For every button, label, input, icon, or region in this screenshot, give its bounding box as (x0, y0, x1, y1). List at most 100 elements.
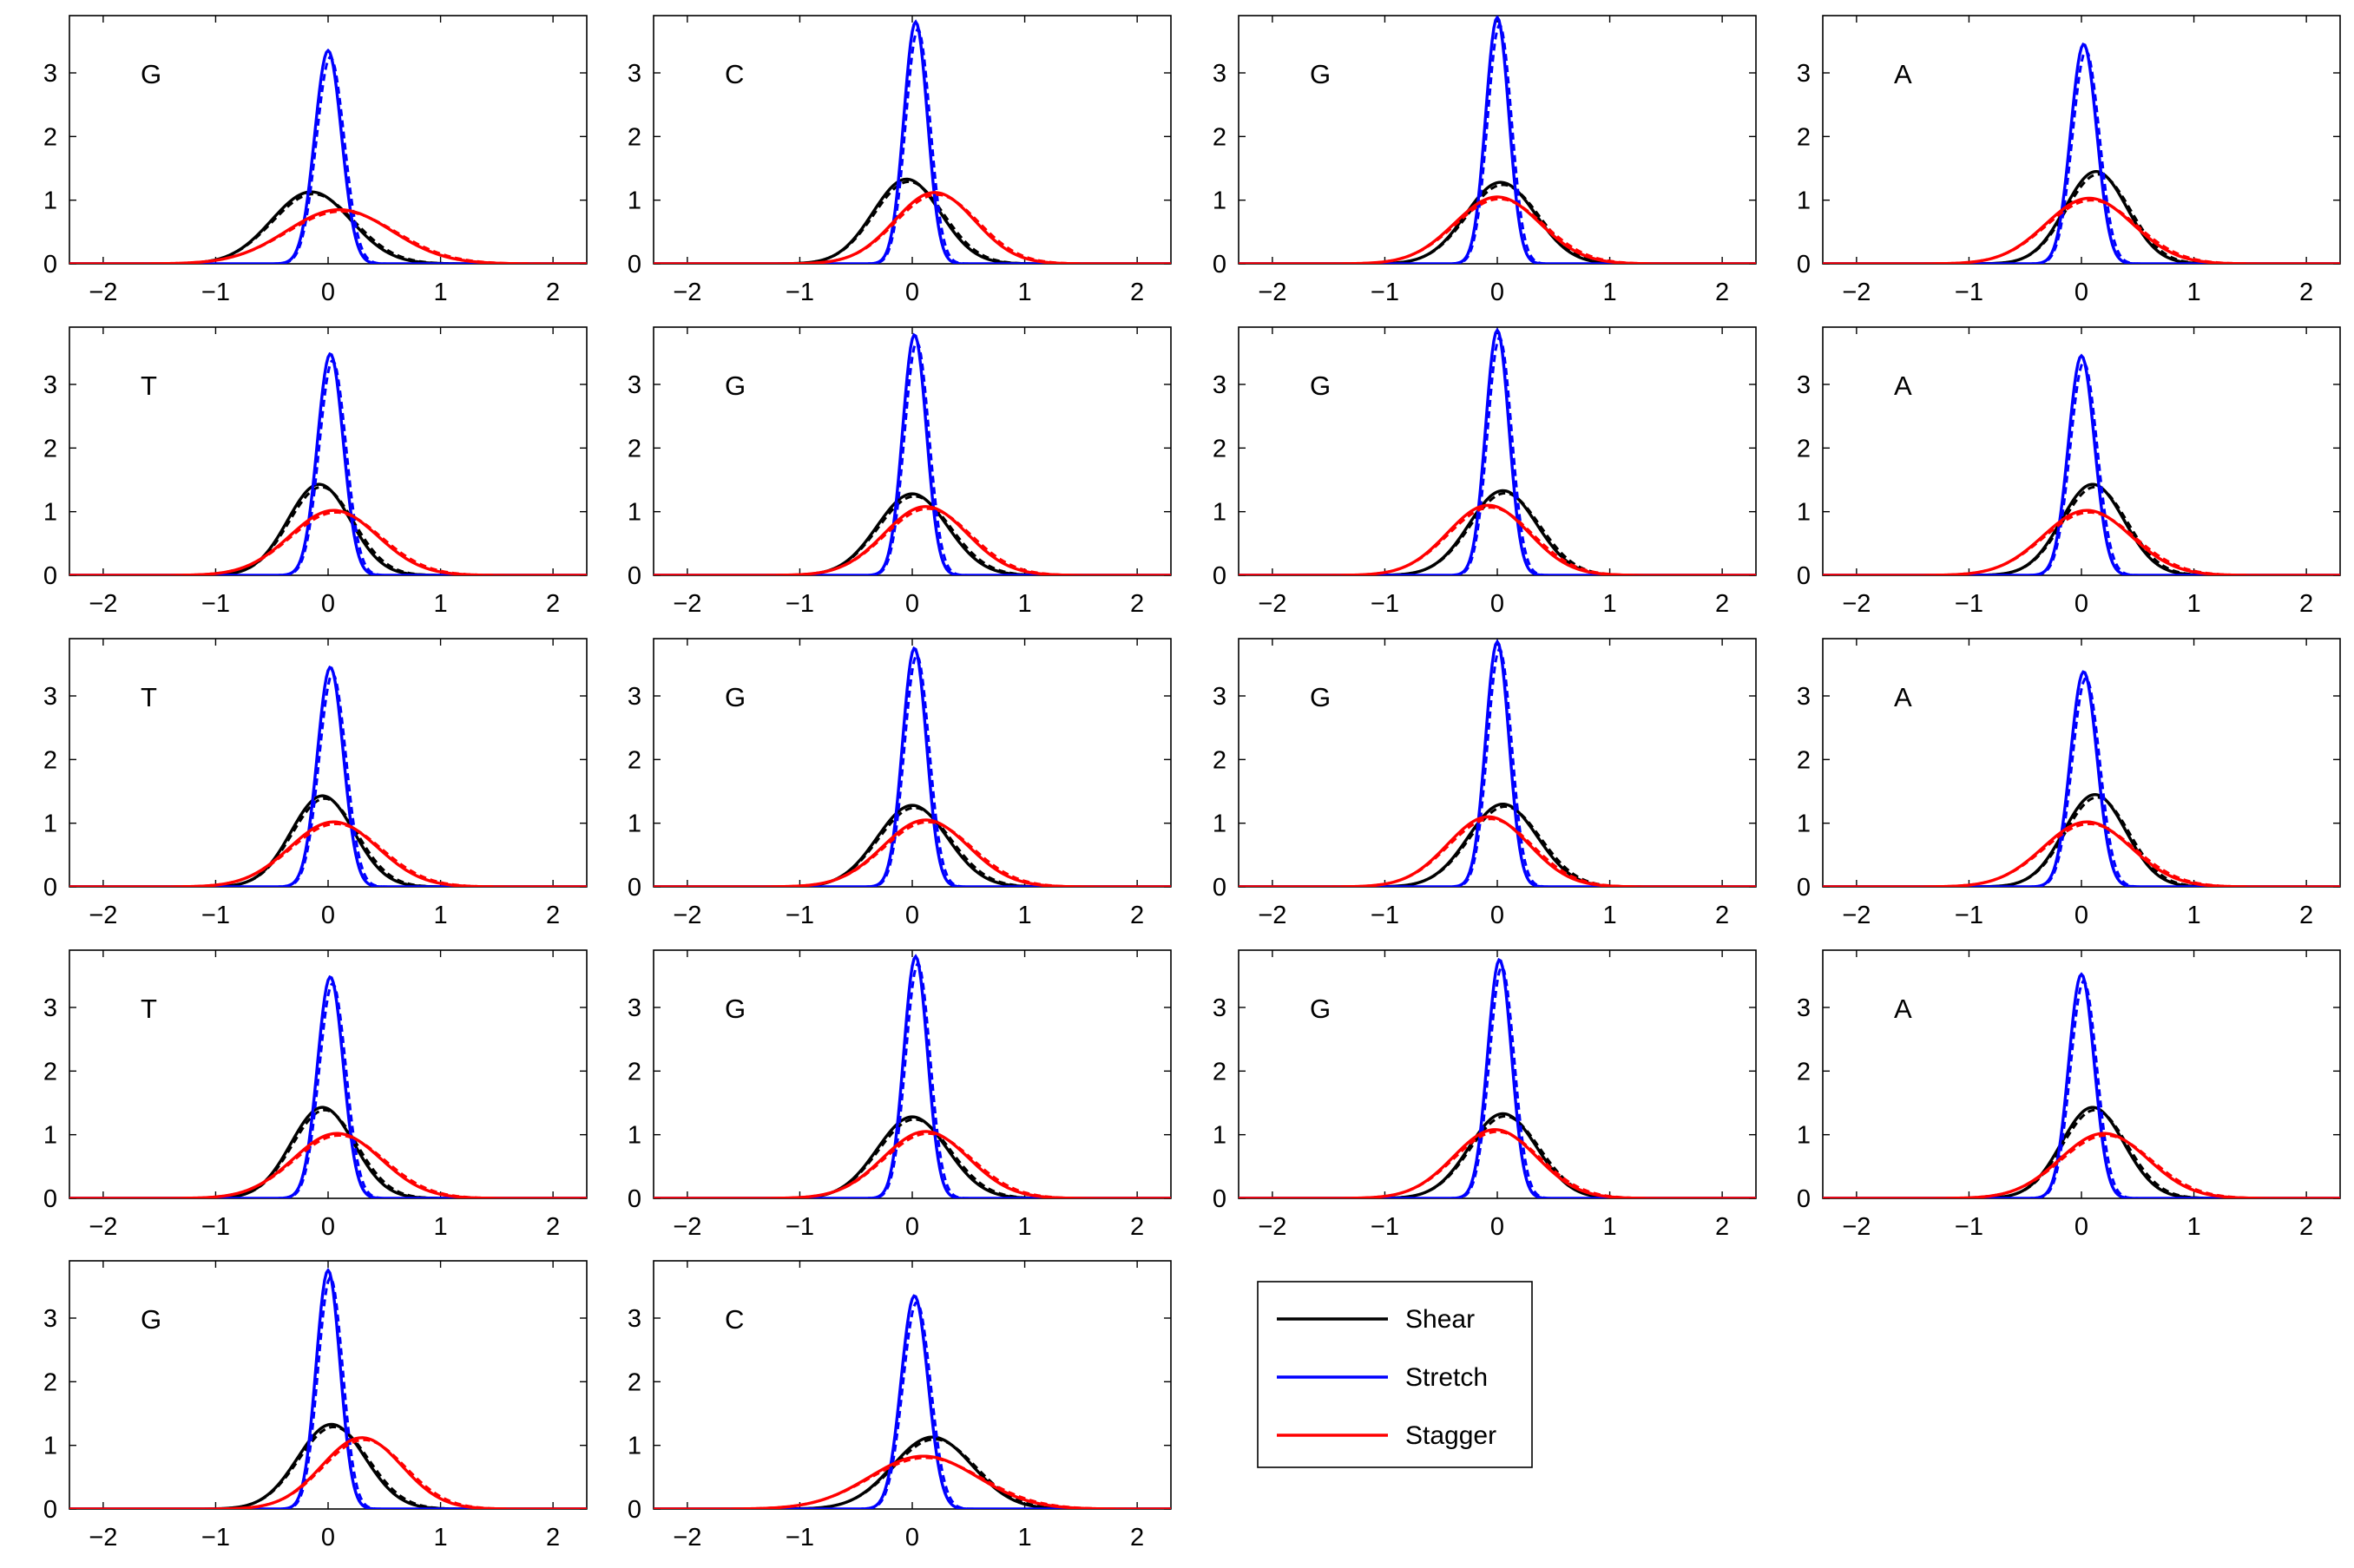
y-tick-label: 1 (628, 1433, 641, 1460)
x-tick-label: −2 (1842, 590, 1871, 618)
y-tick-label: 3 (628, 371, 641, 399)
legend-label-stretch: Stretch (1405, 1363, 1488, 1392)
x-tick-label: −2 (673, 279, 701, 306)
x-tick-label: 2 (1715, 590, 1729, 618)
y-tick-label: 2 (628, 746, 641, 774)
series-stagger (1239, 195, 1756, 264)
y-tick-label: 0 (1213, 562, 1226, 590)
x-tick-label: 1 (433, 1213, 447, 1241)
panel-label: G (1310, 371, 1331, 401)
y-tick-label: 1 (1797, 810, 1811, 838)
series-stretch (1239, 327, 1756, 575)
curves (654, 954, 1171, 1198)
plot-frame (69, 1260, 588, 1510)
x-tick-label: 2 (1130, 902, 1144, 929)
series-stagger-dashed (654, 193, 1171, 264)
x-tick-label: −2 (89, 1524, 117, 1552)
x-tick-label: −2 (1258, 590, 1286, 618)
series-shear (69, 482, 587, 575)
panel-label: T (141, 682, 157, 712)
subplot-4: −2 −1 0 1 2 0 1 2 3 A (1797, 15, 2341, 306)
series-stretch-dashed (1823, 360, 2340, 575)
y-tick-label: 1 (1213, 810, 1226, 838)
x-tick-label: −1 (1371, 590, 1399, 618)
y-tick-label: 1 (628, 810, 641, 838)
panel-label: G (1310, 59, 1331, 89)
series-stretch (1823, 670, 2340, 887)
y-tick-label: 1 (1797, 1122, 1811, 1150)
x-tick-label: −2 (89, 902, 117, 929)
x-tick-label: 2 (546, 279, 560, 306)
y-tick-label: 0 (628, 1185, 641, 1213)
legend-label-stagger: Stagger (1405, 1421, 1496, 1450)
series-stagger (69, 207, 587, 264)
series-stagger-dashed (1239, 817, 1756, 887)
panel-label: T (141, 994, 157, 1024)
series-shear (654, 804, 1171, 887)
series-shear-dashed (1823, 173, 2340, 264)
y-tick-label: 0 (1797, 874, 1811, 902)
curves (654, 646, 1171, 887)
x-tick-label: −1 (1955, 590, 1983, 618)
x-tick-label: −2 (89, 590, 117, 618)
series-shear (654, 1435, 1171, 1509)
y-tick-label: 0 (43, 251, 57, 279)
x-tick-label: 2 (546, 590, 560, 618)
x-tick-label: 1 (2186, 1213, 2200, 1241)
y-tick-label: 2 (628, 435, 641, 463)
series-stagger-dashed (1823, 199, 2340, 264)
x-tick-label: −2 (673, 902, 701, 929)
y-tick-label: 3 (43, 683, 57, 711)
curves (1239, 16, 1756, 264)
subplot-10: −2 −1 0 1 2 0 1 2 3 G (628, 638, 1172, 929)
y-tick-label: 0 (628, 1496, 641, 1524)
y-tick-label: 3 (43, 371, 57, 399)
curves (1823, 670, 2340, 887)
series-shear (1239, 180, 1756, 264)
x-tick-label: −1 (1371, 1213, 1399, 1241)
subplot-17: −2 −1 0 1 2 0 1 2 3 G (43, 1260, 588, 1552)
series-shear-dashed (654, 180, 1171, 264)
panel-label: A (1894, 682, 1912, 712)
series-shear (69, 1422, 587, 1509)
series-stagger-dashed (654, 507, 1171, 575)
subplot-8: −2 −1 0 1 2 0 1 2 3 A (1797, 326, 2341, 618)
y-tick-label: 3 (1213, 60, 1226, 88)
plot-frame (653, 326, 1172, 576)
y-tick-label: 1 (1213, 499, 1226, 527)
x-tick-label: 1 (1602, 590, 1616, 618)
y-tick-label: 1 (1213, 187, 1226, 215)
x-tick-label: 0 (2075, 279, 2088, 306)
series-stagger-dashed (1239, 197, 1756, 264)
series-shear-dashed (654, 806, 1171, 887)
panel-label: G (1310, 994, 1331, 1024)
y-tick-label: 3 (43, 1305, 57, 1333)
series-stretch-dashed (1239, 965, 1756, 1198)
x-tick-label: 0 (321, 590, 335, 618)
y-tick-label: 0 (1797, 562, 1811, 590)
y-tick-label: 2 (1213, 123, 1226, 151)
series-stagger (69, 508, 587, 575)
x-tick-label: −1 (1955, 1213, 1983, 1241)
y-tick-label: 0 (43, 1496, 57, 1524)
x-tick-label: 0 (905, 1213, 919, 1241)
x-tick-label: 1 (433, 279, 447, 306)
y-tick-label: 3 (43, 60, 57, 88)
x-tick-label: 0 (905, 590, 919, 618)
series-stagger-dashed (69, 1133, 587, 1198)
y-tick-label: 2 (1213, 435, 1226, 463)
x-tick-label: −1 (1371, 902, 1399, 929)
series-shear-dashed (69, 797, 587, 887)
curves (1823, 353, 2340, 575)
x-tick-label: 1 (1017, 279, 1031, 306)
x-tick-label: 1 (1602, 279, 1616, 306)
y-tick-label: 0 (628, 874, 641, 902)
series-stretch (1823, 43, 2340, 264)
x-tick-label: 1 (1017, 590, 1031, 618)
x-tick-label: 0 (905, 279, 919, 306)
series-stretch (654, 954, 1171, 1198)
series-stretch-dashed (69, 359, 587, 575)
y-tick-label: 3 (1213, 994, 1226, 1022)
y-tick-label: 0 (628, 562, 641, 590)
